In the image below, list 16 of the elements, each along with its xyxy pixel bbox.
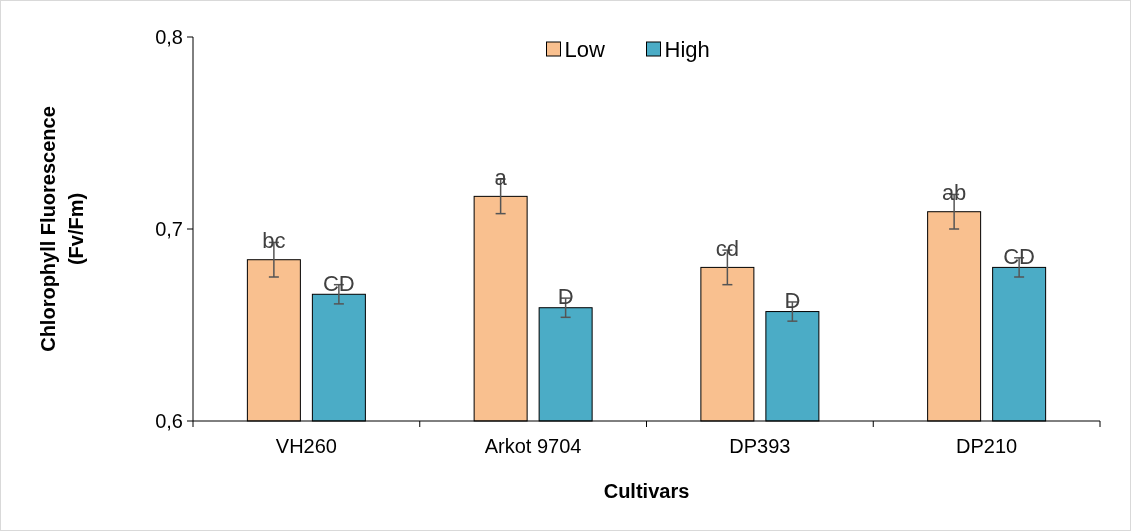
data-label: ab (941, 180, 967, 206)
x-axis-title: Cultivars (603, 480, 690, 502)
x-tick-label: DP393 (729, 435, 791, 457)
legend-label: Low (564, 36, 605, 62)
y-axis-title: Chlorophyll Fluorescence (Fv/Fm) (37, 106, 87, 352)
x-tick-label: VH260 (275, 435, 337, 457)
x-tick-label: Arkot 9704 (484, 435, 582, 457)
y-tick-label: 0,7 (155, 218, 183, 240)
data-label: bc (262, 228, 286, 254)
y-tick-label: 0,8 (155, 26, 183, 48)
data-label: CD (322, 270, 355, 296)
data-label: CD (1003, 243, 1036, 269)
y-tick-label: 0,6 (155, 410, 183, 432)
legend-label: High (664, 36, 710, 62)
x-tick-label: DP210 (956, 435, 1018, 457)
data-label: cd (715, 236, 739, 262)
